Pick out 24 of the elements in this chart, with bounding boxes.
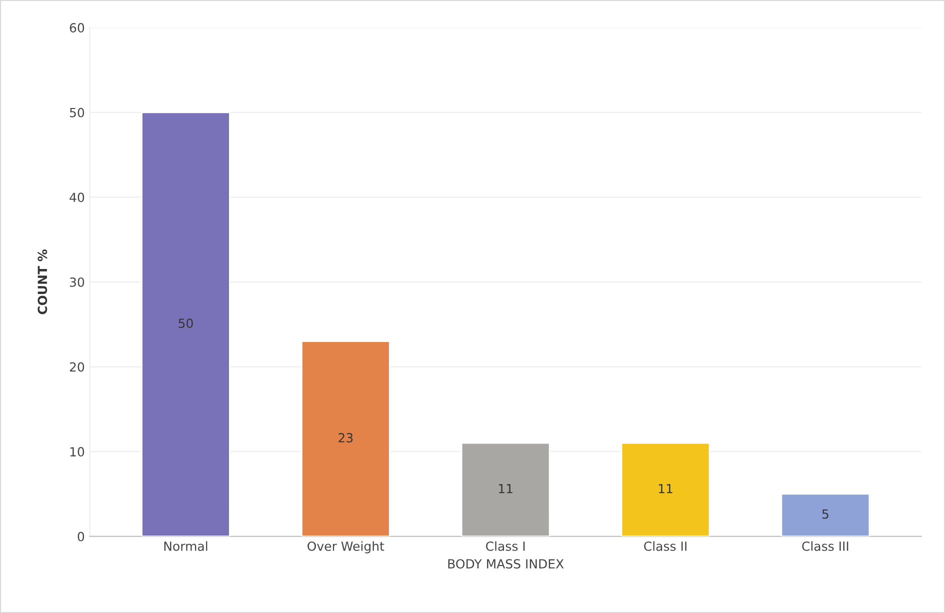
bar xyxy=(780,493,870,536)
data-label: 11 xyxy=(498,484,512,494)
data-label: 23 xyxy=(338,433,353,442)
y-tick-label: 60 xyxy=(70,23,84,33)
data-label: 5 xyxy=(822,510,828,519)
bar xyxy=(300,340,390,536)
data-label: 11 xyxy=(658,484,672,494)
bar xyxy=(141,112,230,536)
y-tick-label: 50 xyxy=(70,108,84,118)
y-axis-title: COUNT % xyxy=(38,249,48,314)
bar xyxy=(620,442,710,536)
y-tick-label: 20 xyxy=(70,362,84,372)
y-tick-label: 10 xyxy=(70,447,84,457)
y-tick-label: 40 xyxy=(70,192,84,202)
x-tick-label: Over Weight xyxy=(308,541,384,554)
y-tick-label: 30 xyxy=(70,277,84,287)
data-label: 50 xyxy=(178,318,193,328)
x-tick-label: Normal xyxy=(164,541,208,551)
x-axis-title: BODY MASS INDEX xyxy=(448,559,564,569)
y-tick-label: 0 xyxy=(78,532,84,542)
x-tick-label: Class I xyxy=(486,541,525,551)
x-tick-label: Class III xyxy=(802,541,848,551)
x-tick-label: Class II xyxy=(644,541,686,551)
bar xyxy=(460,442,550,536)
